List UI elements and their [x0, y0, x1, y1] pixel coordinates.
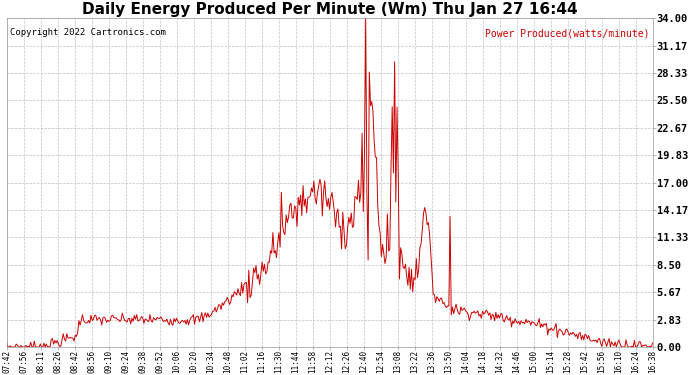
- Text: Copyright 2022 Cartronics.com: Copyright 2022 Cartronics.com: [10, 28, 166, 37]
- Text: Power Produced(watts/minute): Power Produced(watts/minute): [485, 28, 649, 38]
- Title: Daily Energy Produced Per Minute (Wm) Thu Jan 27 16:44: Daily Energy Produced Per Minute (Wm) Th…: [81, 2, 578, 17]
